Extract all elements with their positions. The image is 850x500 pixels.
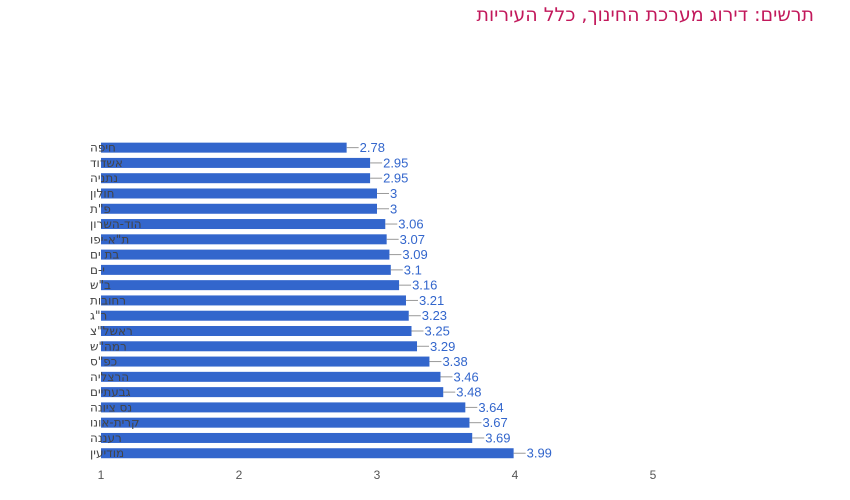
category-label-3: חולון: [90, 186, 114, 200]
category-label-15: הרצליה: [90, 370, 129, 384]
bar-1[interactable]: [101, 157, 371, 168]
x-axis-ticks-group: 1 2 3 4 5: [98, 468, 657, 482]
category-label-10: רחובות: [90, 293, 126, 307]
category-label-8: י-ם: [90, 263, 105, 277]
value-label-3: 3: [390, 186, 397, 201]
bar-5[interactable]: [101, 219, 386, 230]
category-label-19: רעננה: [90, 431, 122, 445]
value-label-12: 3.25: [425, 324, 450, 339]
category-label-16: גבעתיים: [90, 385, 131, 399]
value-label-8: 3.1: [404, 262, 422, 277]
category-label-17: נס ציונה: [90, 400, 132, 414]
bar-19[interactable]: [101, 432, 473, 443]
value-label-10: 3.21: [419, 293, 444, 308]
x-tick-label-4: 5: [650, 468, 657, 482]
value-label-7: 3.09: [402, 247, 427, 262]
category-label-11: ר"ג: [90, 309, 107, 323]
bar-17[interactable]: [101, 402, 466, 413]
value-label-6: 3.07: [400, 232, 425, 247]
value-label-11: 3.23: [422, 308, 447, 323]
category-label-12: ראשל"צ: [90, 324, 133, 338]
bar-15[interactable]: [101, 371, 441, 382]
value-label-15: 3.46: [453, 369, 478, 384]
bar-8[interactable]: [101, 264, 391, 275]
bar-4[interactable]: [101, 203, 377, 214]
category-label-2: נתניה: [90, 171, 118, 185]
category-label-6: ת"א-יפו: [90, 232, 129, 246]
bar-18[interactable]: [101, 417, 470, 428]
category-label-7: בת ים: [90, 248, 119, 262]
value-label-2: 2.95: [383, 171, 408, 186]
value-label-16: 3.48: [456, 385, 481, 400]
value-labels-group: 2.782.952.95333.063.073.093.13.163.213.2…: [360, 140, 552, 461]
bar-0[interactable]: [101, 142, 347, 153]
value-label-5: 3.06: [398, 217, 423, 232]
x-tick-label-2: 3: [374, 468, 381, 482]
bar-20[interactable]: [101, 448, 514, 459]
value-label-9: 3.16: [412, 278, 437, 293]
value-label-1: 2.95: [383, 155, 408, 170]
bars-group: [101, 142, 514, 459]
bar-12[interactable]: [101, 326, 412, 336]
value-connectors-group: [346, 147, 526, 454]
category-label-0: חיפה: [90, 141, 116, 155]
category-label-4: פ"ת: [90, 202, 111, 216]
value-label-20: 3.99: [527, 446, 552, 461]
bar-9[interactable]: [101, 280, 400, 291]
value-label-19: 3.69: [485, 430, 510, 445]
bar-3[interactable]: [101, 188, 377, 199]
value-label-18: 3.67: [482, 415, 507, 430]
bar-10[interactable]: [101, 295, 406, 306]
bar-14[interactable]: [101, 356, 430, 367]
category-label-20: מודיעין: [90, 446, 124, 460]
category-label-5: הוד-השרון: [90, 217, 142, 231]
bar-2[interactable]: [101, 173, 371, 184]
value-label-13: 3.29: [430, 339, 455, 354]
bar-16[interactable]: [101, 387, 444, 398]
category-label-18: קרית-אונו: [90, 416, 140, 430]
bar-11[interactable]: [101, 310, 409, 321]
value-label-14: 3.38: [442, 354, 467, 369]
value-label-0: 2.78: [360, 140, 385, 155]
category-label-13: רמה"ש: [90, 339, 127, 353]
bar-7[interactable]: [101, 249, 390, 260]
chart-title: תרשים: דירוג מערכת החינוך, כלל העיריות: [476, 4, 814, 26]
value-label-17: 3.64: [478, 400, 503, 415]
bar-13[interactable]: [101, 341, 418, 352]
category-label-1: אשדוד: [90, 156, 123, 170]
value-label-4: 3: [390, 201, 397, 216]
x-tick-label-0: 1: [98, 468, 105, 482]
category-label-14: כפ"ס: [90, 355, 117, 369]
x-tick-label-3: 4: [512, 468, 519, 482]
category-label-9: ב"ש: [90, 278, 111, 292]
x-tick-label-1: 2: [236, 468, 243, 482]
bar-6[interactable]: [101, 234, 387, 245]
